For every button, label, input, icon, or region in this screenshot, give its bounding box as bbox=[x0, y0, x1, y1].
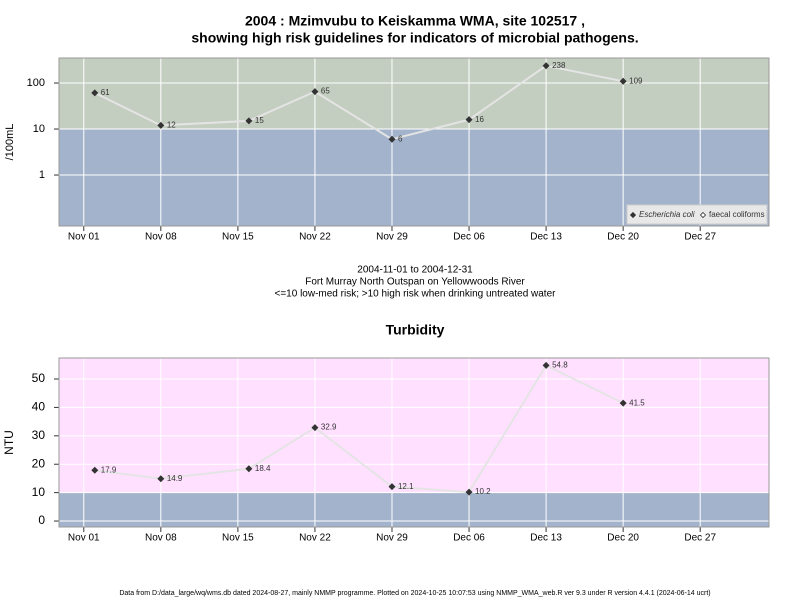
legend-marker bbox=[699, 211, 707, 219]
data-point bbox=[91, 89, 99, 97]
data-point bbox=[311, 88, 319, 96]
x-tick-label: Dec 06 bbox=[453, 533, 485, 544]
data-label: 6 bbox=[398, 134, 403, 143]
data-point bbox=[157, 121, 165, 129]
x-tick-label: Nov 01 bbox=[68, 232, 100, 243]
data-label: 238 bbox=[552, 61, 566, 70]
x-tick-label: Nov 01 bbox=[68, 533, 100, 544]
y-tick-label: 40 bbox=[32, 400, 46, 414]
data-label: 12 bbox=[167, 120, 176, 129]
legend-box bbox=[626, 204, 768, 225]
legend-label: Escherichia coli bbox=[639, 210, 695, 219]
data-point bbox=[619, 77, 627, 85]
x-tick-label: Nov 08 bbox=[145, 533, 177, 544]
data-point bbox=[465, 488, 473, 496]
y-tick-label: 100 bbox=[27, 77, 45, 89]
data-point bbox=[619, 399, 627, 407]
x-tick-label: Dec 27 bbox=[684, 232, 716, 243]
plot-frame bbox=[58, 357, 770, 528]
y-tick-label: 1 bbox=[39, 169, 45, 181]
data-label: 32.9 bbox=[321, 423, 337, 432]
chart-title: 2004 : Mzimvubu to Keiskamma WMA, site 1… bbox=[245, 13, 585, 29]
legend-marker bbox=[629, 211, 637, 219]
annotation: Fort Murray North Outspan on Yellowwoods… bbox=[305, 277, 525, 288]
data-point bbox=[245, 465, 253, 473]
data-point bbox=[311, 424, 319, 432]
series-line bbox=[94, 364, 624, 494]
y-tick-label: 20 bbox=[32, 456, 46, 470]
data-label: 54.8 bbox=[552, 360, 568, 369]
y-tick-label: 10 bbox=[32, 485, 46, 499]
x-tick-label: Nov 22 bbox=[299, 533, 331, 544]
x-tick-label: Nov 15 bbox=[222, 232, 254, 243]
chart-title: Turbidity bbox=[386, 322, 445, 338]
band-above bbox=[59, 358, 769, 493]
data-label: 109 bbox=[629, 76, 643, 85]
x-tick-label: Dec 27 bbox=[684, 533, 716, 544]
data-label: 18.4 bbox=[255, 464, 271, 473]
data-label: 16 bbox=[475, 115, 484, 124]
y-axis-label: /100mL bbox=[4, 124, 16, 161]
data-point bbox=[91, 466, 99, 474]
x-tick-label: Dec 13 bbox=[530, 533, 562, 544]
annotation: 2004-11-01 to 2004-12-31 bbox=[357, 265, 473, 276]
chart-title: showing high risk guidelines for indicat… bbox=[191, 30, 638, 46]
x-tick-label: Nov 29 bbox=[376, 232, 408, 243]
data-point bbox=[245, 117, 253, 125]
data-label: 12.1 bbox=[398, 482, 414, 491]
data-label: 14.9 bbox=[167, 474, 183, 483]
data-point bbox=[465, 116, 473, 124]
data-label: 61 bbox=[101, 88, 110, 97]
x-tick-label: Dec 06 bbox=[453, 232, 485, 243]
series-line bbox=[94, 64, 624, 141]
band-below bbox=[59, 492, 769, 527]
annotation: <=10 low-med risk; >10 high risk when dr… bbox=[275, 289, 557, 300]
data-point bbox=[157, 475, 165, 483]
data-label: 65 bbox=[321, 87, 330, 96]
data-point bbox=[542, 361, 550, 369]
x-tick-label: Nov 29 bbox=[376, 533, 408, 544]
footer: Data from D:/data_large/wq/wms.db dated … bbox=[119, 590, 710, 597]
legend-label: faecal coliforms bbox=[709, 210, 765, 219]
y-tick-label: 0 bbox=[38, 513, 45, 527]
y-tick-label: 10 bbox=[33, 123, 45, 135]
x-tick-label: Nov 08 bbox=[145, 232, 177, 243]
y-axis-label: NTU bbox=[2, 430, 16, 455]
data-point bbox=[388, 135, 396, 143]
y-tick-label: 30 bbox=[32, 428, 46, 442]
y-tick-label: 50 bbox=[32, 371, 46, 385]
x-tick-label: Dec 13 bbox=[530, 232, 562, 243]
plot-frame bbox=[58, 57, 770, 227]
x-tick-label: Nov 15 bbox=[222, 533, 254, 544]
data-label: 41.5 bbox=[629, 398, 645, 407]
data-label: 10.2 bbox=[475, 487, 491, 496]
data-label: 15 bbox=[255, 116, 264, 125]
band-above bbox=[59, 58, 769, 130]
data-label: 17.9 bbox=[101, 465, 117, 474]
x-tick-label: Dec 20 bbox=[607, 533, 639, 544]
x-tick-label: Dec 20 bbox=[607, 232, 639, 243]
data-point bbox=[542, 62, 550, 70]
x-tick-label: Nov 22 bbox=[299, 232, 331, 243]
data-point bbox=[388, 483, 396, 491]
